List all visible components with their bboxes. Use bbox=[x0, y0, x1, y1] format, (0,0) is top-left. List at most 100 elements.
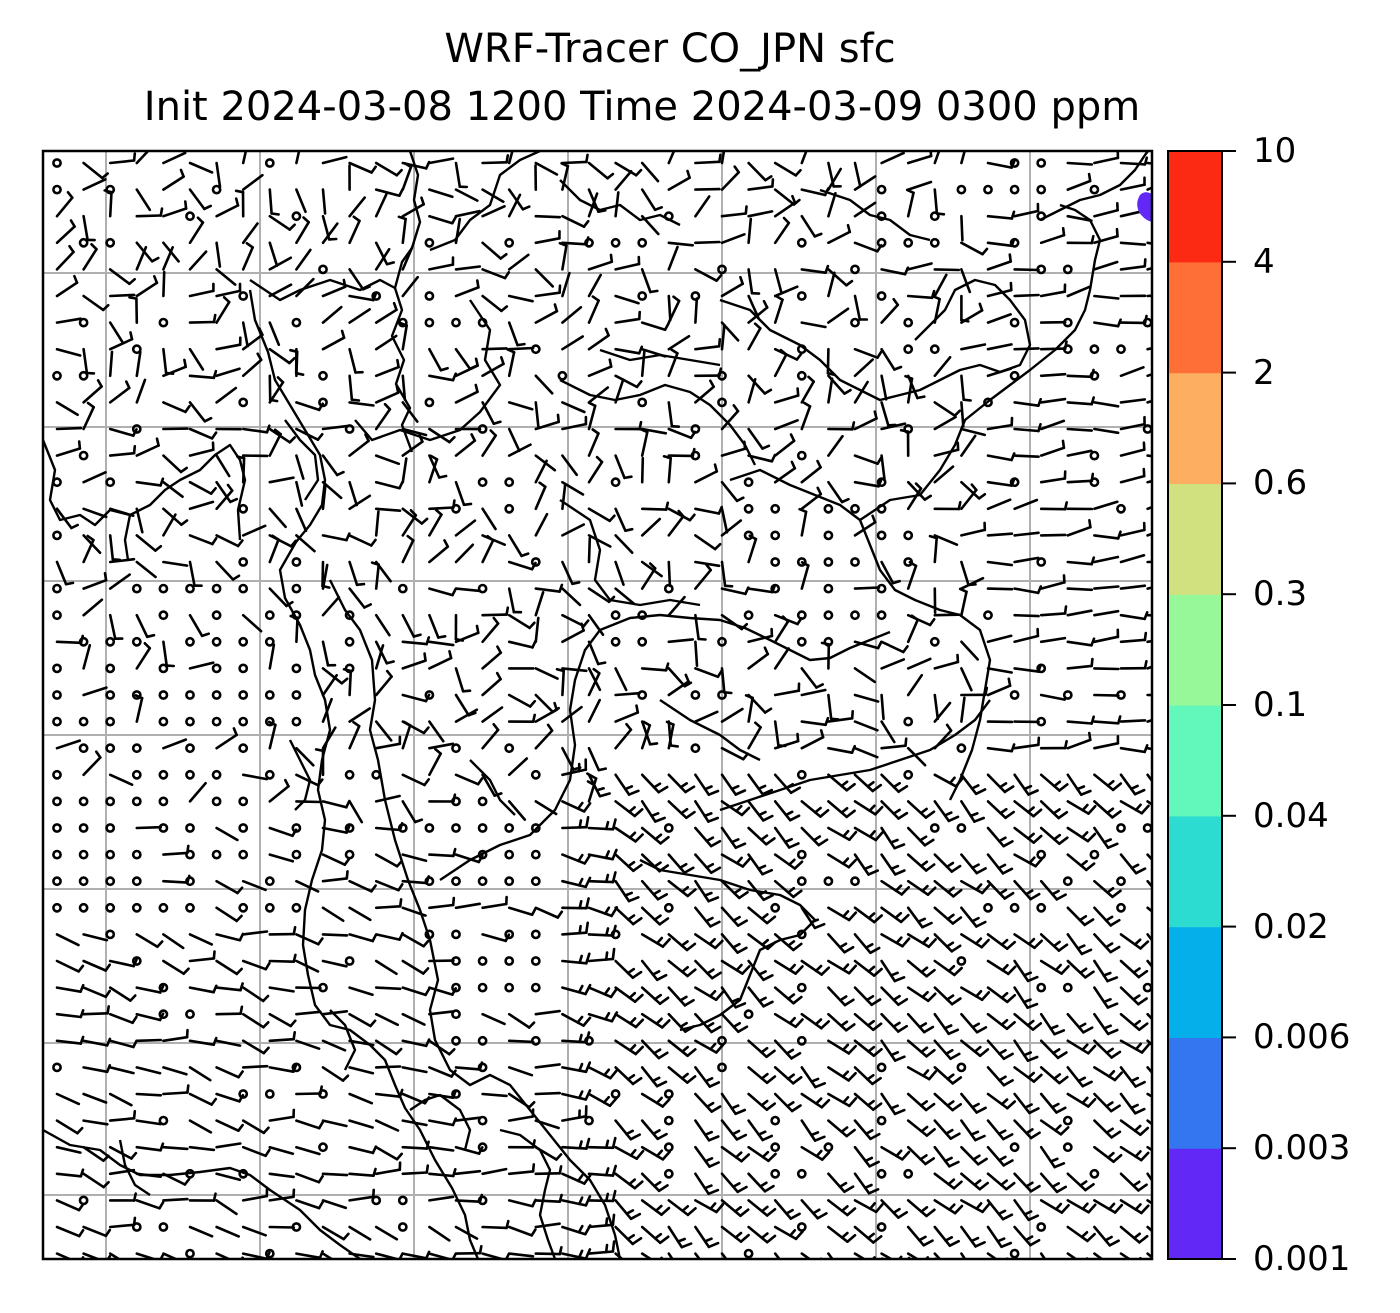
calm-wind-marker bbox=[318, 1142, 328, 1153]
calm-wind-marker bbox=[451, 929, 461, 940]
wind-barb bbox=[321, 1199, 348, 1210]
wind-barb bbox=[906, 1199, 936, 1218]
wind-barb bbox=[640, 853, 670, 873]
wind-barb bbox=[960, 1252, 967, 1259]
wind-barb bbox=[960, 986, 991, 1002]
wind-barb bbox=[1119, 1199, 1150, 1215]
wind-barb bbox=[1039, 693, 1066, 701]
wind-barb bbox=[1119, 1012, 1149, 1031]
wind-barb bbox=[958, 587, 968, 617]
calm-wind-marker bbox=[1009, 184, 1020, 195]
wind-barb bbox=[401, 508, 418, 537]
wind-barb bbox=[374, 898, 403, 910]
wind-barb bbox=[401, 196, 426, 218]
wind-barb bbox=[507, 401, 534, 411]
wind-barb bbox=[55, 1119, 84, 1135]
wind-barb bbox=[1119, 553, 1146, 564]
wind-barb bbox=[55, 426, 83, 431]
calm-wind-marker bbox=[530, 849, 541, 860]
calm-wind-marker bbox=[185, 876, 195, 887]
wind-barb bbox=[906, 879, 937, 897]
wind-barb bbox=[215, 1225, 240, 1238]
wind-barb bbox=[853, 959, 883, 977]
wind-barb bbox=[241, 173, 264, 191]
wind-barb bbox=[55, 317, 82, 324]
wind-barb bbox=[880, 959, 906, 983]
wind-barb bbox=[454, 902, 482, 910]
wind-barb bbox=[188, 347, 205, 371]
wind-barb bbox=[960, 1172, 990, 1191]
wind-barb bbox=[507, 1252, 535, 1258]
colorbar-segment bbox=[1168, 1148, 1222, 1260]
calm-wind-marker bbox=[929, 823, 940, 833]
wind-barb bbox=[1039, 501, 1068, 511]
wind-barb bbox=[401, 457, 408, 484]
wind-barb bbox=[295, 1145, 321, 1156]
wind-barb bbox=[401, 906, 427, 917]
calm-wind-marker bbox=[424, 690, 435, 700]
wind-barb bbox=[614, 853, 643, 873]
calm-wind-marker bbox=[663, 902, 674, 913]
calm-wind-marker bbox=[504, 743, 515, 754]
calm-wind-marker bbox=[52, 876, 62, 887]
wind-barb bbox=[694, 1039, 725, 1054]
wind-barb bbox=[454, 667, 472, 693]
wind-barb bbox=[747, 1039, 776, 1059]
wind-barb bbox=[215, 1119, 244, 1132]
wind-barb bbox=[933, 723, 953, 750]
wind-barb bbox=[640, 933, 671, 948]
calm-wind-marker bbox=[850, 264, 860, 275]
wind-barb bbox=[640, 1092, 671, 1108]
wind-barb bbox=[747, 294, 760, 320]
wind-barb bbox=[108, 331, 134, 351]
wind-barb bbox=[162, 480, 184, 499]
wind-barb bbox=[558, 241, 568, 271]
calm-wind-marker bbox=[211, 583, 222, 594]
calm-wind-marker bbox=[477, 424, 488, 434]
colorbar-segment bbox=[1168, 705, 1222, 817]
wind-barb bbox=[534, 723, 554, 750]
calm-wind-marker bbox=[105, 716, 116, 727]
wind-barb bbox=[667, 334, 691, 351]
wind-barb bbox=[614, 255, 641, 271]
wind-barb bbox=[614, 191, 620, 218]
wind-barb bbox=[108, 557, 136, 564]
wind-barb bbox=[103, 189, 113, 218]
calm-wind-marker bbox=[52, 1062, 62, 1073]
calm-wind-marker bbox=[397, 1195, 408, 1206]
wind-barb bbox=[720, 746, 750, 761]
wind-barb bbox=[614, 378, 625, 404]
wind-barb bbox=[561, 214, 590, 228]
wind-barb bbox=[614, 1199, 642, 1221]
wind-barb bbox=[561, 622, 585, 644]
wind-barb bbox=[481, 1092, 508, 1098]
wind-barb bbox=[1066, 657, 1094, 670]
wind-barb bbox=[933, 773, 964, 788]
wind-barb bbox=[614, 1172, 644, 1190]
wind-barb bbox=[295, 773, 324, 787]
wind-barb bbox=[662, 454, 673, 484]
wind-barb bbox=[188, 560, 203, 588]
calm-wind-marker bbox=[131, 876, 142, 887]
wind-barb bbox=[640, 826, 670, 845]
wind-barb bbox=[188, 613, 210, 638]
wind-barb bbox=[667, 401, 681, 429]
wind-barb bbox=[188, 441, 215, 457]
wind-barb bbox=[640, 268, 659, 294]
wind-barb bbox=[773, 294, 784, 324]
wind-barb bbox=[694, 463, 719, 484]
wind-barb bbox=[507, 1225, 537, 1237]
wind-barb bbox=[534, 459, 548, 484]
wind-barb bbox=[82, 1172, 110, 1189]
wind-barb bbox=[747, 959, 774, 982]
wind-barb bbox=[827, 1199, 857, 1217]
calm-wind-marker bbox=[291, 1062, 302, 1073]
calm-wind-marker bbox=[158, 1115, 169, 1126]
calm-wind-marker bbox=[717, 397, 727, 408]
calm-wind-marker bbox=[823, 530, 834, 541]
calm-wind-marker bbox=[344, 956, 355, 966]
wind-barb bbox=[667, 560, 672, 588]
calm-wind-marker bbox=[318, 1089, 328, 1099]
colorbar-segment bbox=[1168, 372, 1222, 484]
wind-barb bbox=[348, 534, 377, 547]
